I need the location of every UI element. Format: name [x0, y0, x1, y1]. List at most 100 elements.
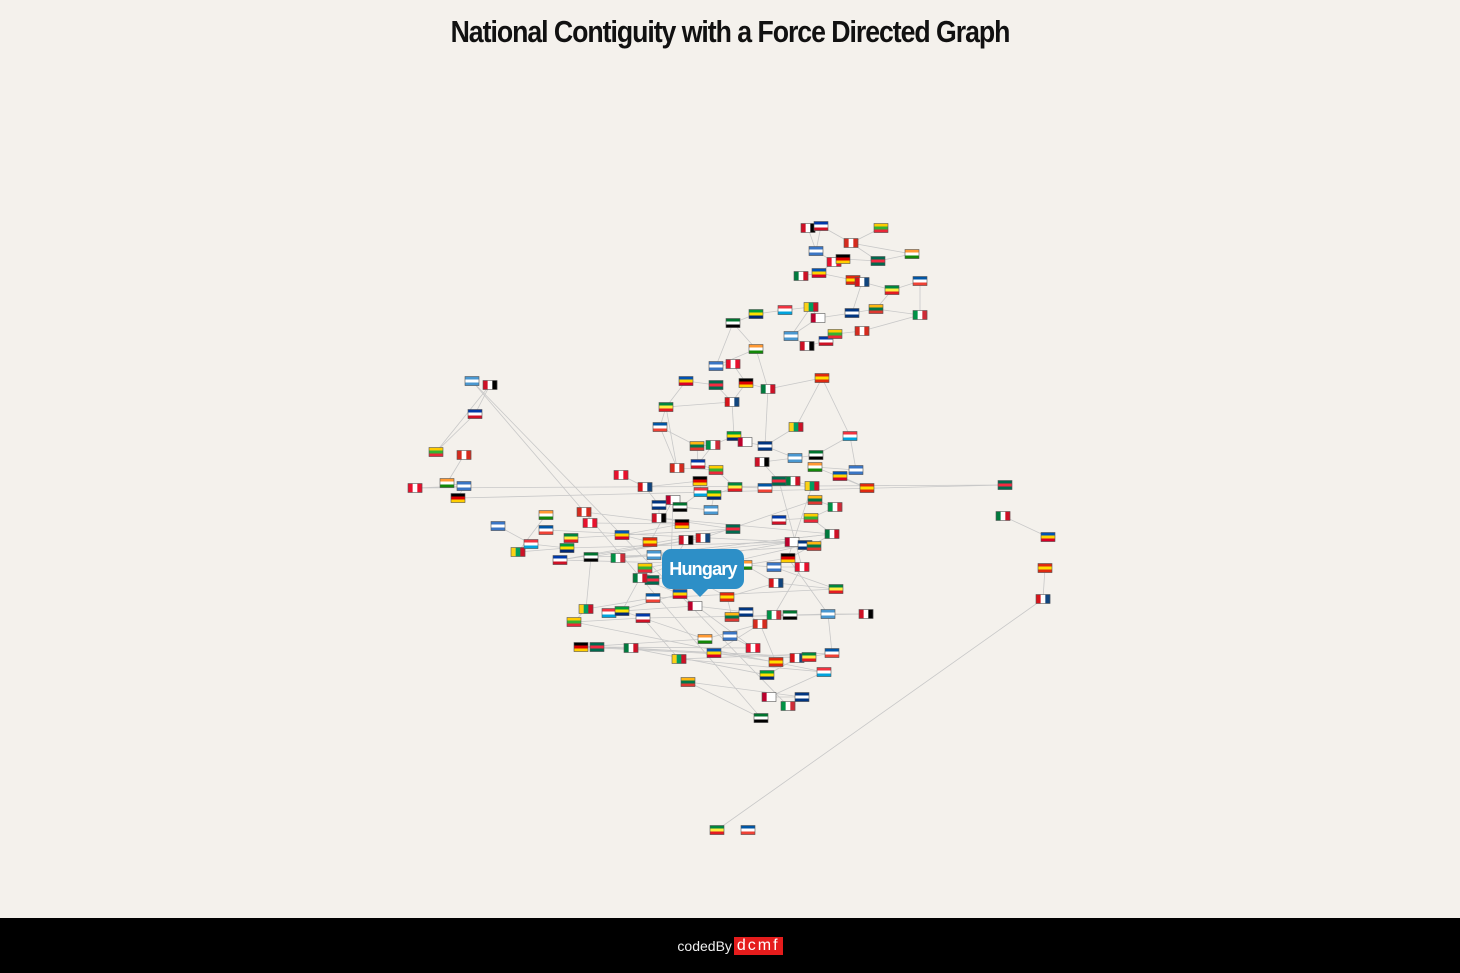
country-flag-node[interactable]	[583, 552, 599, 562]
country-flag-node[interactable]	[801, 652, 817, 662]
footer-brand-logo[interactable]: dcmf	[733, 936, 783, 955]
country-flag-node[interactable]	[690, 459, 706, 469]
country-flag-node[interactable]	[748, 344, 764, 354]
country-flag-node[interactable]	[754, 457, 770, 467]
country-flag-node[interactable]	[761, 692, 777, 702]
country-flag-node[interactable]	[1040, 532, 1056, 542]
country-flag-node[interactable]	[689, 441, 705, 451]
country-flag-node[interactable]	[566, 617, 582, 627]
country-flag-node[interactable]	[708, 380, 724, 390]
country-flag-node[interactable]	[784, 537, 800, 547]
country-flag-node[interactable]	[632, 573, 648, 583]
country-flag-node[interactable]	[844, 308, 860, 318]
country-flag-node[interactable]	[995, 511, 1011, 521]
country-flag-node[interactable]	[824, 529, 840, 539]
country-flag-node[interactable]	[456, 450, 472, 460]
country-flag-node[interactable]	[610, 553, 626, 563]
country-flag-node[interactable]	[578, 604, 594, 614]
country-flag-node[interactable]	[824, 648, 840, 658]
country-flag-node[interactable]	[637, 563, 653, 573]
country-flag-node[interactable]	[757, 441, 773, 451]
country-flag-node[interactable]	[642, 537, 658, 547]
country-flag-node[interactable]	[651, 500, 667, 510]
country-flag-node[interactable]	[873, 223, 889, 233]
country-flag-node[interactable]	[884, 285, 900, 295]
country-flag-node[interactable]	[799, 341, 815, 351]
country-flag-node[interactable]	[785, 476, 801, 486]
country-flag-node[interactable]	[777, 305, 793, 315]
country-flag-node[interactable]	[439, 478, 455, 488]
country-flag-node[interactable]	[858, 609, 874, 619]
country-flag-node[interactable]	[703, 505, 719, 515]
country-flag-node[interactable]	[678, 535, 694, 545]
country-flag-node[interactable]	[722, 631, 738, 641]
country-flag-node[interactable]	[828, 584, 844, 594]
country-flag-node[interactable]	[692, 476, 708, 486]
country-flag-node[interactable]	[740, 825, 756, 835]
country-flag-node[interactable]	[573, 642, 589, 652]
country-flag-node[interactable]	[646, 550, 662, 560]
country-flag-node[interactable]	[868, 304, 884, 314]
country-flag-node[interactable]	[652, 422, 668, 432]
country-flag-node[interactable]	[807, 495, 823, 505]
country-flag-node[interactable]	[759, 670, 775, 680]
country-flag-node[interactable]	[780, 701, 796, 711]
country-flag-node[interactable]	[724, 612, 740, 622]
country-flag-node[interactable]	[658, 402, 674, 412]
country-flag-node[interactable]	[752, 619, 768, 629]
country-flag-node[interactable]	[672, 589, 688, 599]
country-flag-node[interactable]	[510, 547, 526, 557]
country-flag-node[interactable]	[705, 440, 721, 450]
country-flag-node[interactable]	[708, 361, 724, 371]
country-flag-node[interactable]	[859, 483, 875, 493]
country-flag-node[interactable]	[727, 482, 743, 492]
country-flag-node[interactable]	[788, 422, 804, 432]
country-flag-node[interactable]	[672, 502, 688, 512]
country-flag-node[interactable]	[637, 482, 653, 492]
country-flag-node[interactable]	[808, 246, 824, 256]
country-flag-node[interactable]	[803, 513, 819, 523]
country-flag-node[interactable]	[757, 483, 773, 493]
country-flag-node[interactable]	[680, 677, 696, 687]
country-flag-node[interactable]	[725, 318, 741, 328]
country-flag-node[interactable]	[832, 471, 848, 481]
contiguity-graph[interactable]	[0, 0, 1460, 918]
country-flag-node[interactable]	[678, 376, 694, 386]
country-flag-node[interactable]	[645, 593, 661, 603]
country-flag-node[interactable]	[708, 465, 724, 475]
country-flag-node[interactable]	[614, 530, 630, 540]
country-flag-node[interactable]	[854, 277, 870, 287]
country-flag-node[interactable]	[783, 331, 799, 341]
country-flag-node[interactable]	[693, 487, 709, 497]
country-flag-node[interactable]	[806, 541, 822, 551]
country-flag-node[interactable]	[671, 654, 687, 664]
country-flag-node[interactable]	[843, 238, 859, 248]
country-flag-node[interactable]	[719, 592, 735, 602]
country-flag-node[interactable]	[724, 397, 740, 407]
country-flag-node[interactable]	[695, 533, 711, 543]
country-flag-node[interactable]	[623, 643, 639, 653]
country-flag-node[interactable]	[738, 607, 754, 617]
country-flag-node[interactable]	[794, 562, 810, 572]
country-flag-node[interactable]	[810, 313, 826, 323]
country-flag-node[interactable]	[706, 490, 722, 500]
country-flag-node[interactable]	[725, 359, 741, 369]
country-flag-node[interactable]	[538, 510, 554, 520]
country-flag-node[interactable]	[912, 310, 928, 320]
country-flag-node[interactable]	[523, 539, 539, 549]
country-flag-node[interactable]	[997, 480, 1013, 490]
country-flag-node[interactable]	[687, 601, 703, 611]
country-flag-node[interactable]	[820, 609, 836, 619]
graph-nodes[interactable]	[407, 221, 1056, 835]
country-flag-node[interactable]	[800, 223, 816, 233]
country-flag-node[interactable]	[467, 409, 483, 419]
country-flag-node[interactable]	[563, 533, 579, 543]
country-flag-node[interactable]	[552, 555, 568, 565]
country-flag-node[interactable]	[912, 276, 928, 286]
country-flag-node[interactable]	[780, 553, 796, 563]
country-flag-node[interactable]	[753, 713, 769, 723]
country-flag-node[interactable]	[787, 453, 803, 463]
country-flag-node[interactable]	[904, 249, 920, 259]
country-flag-node[interactable]	[870, 256, 886, 266]
country-flag-node[interactable]	[725, 524, 741, 534]
